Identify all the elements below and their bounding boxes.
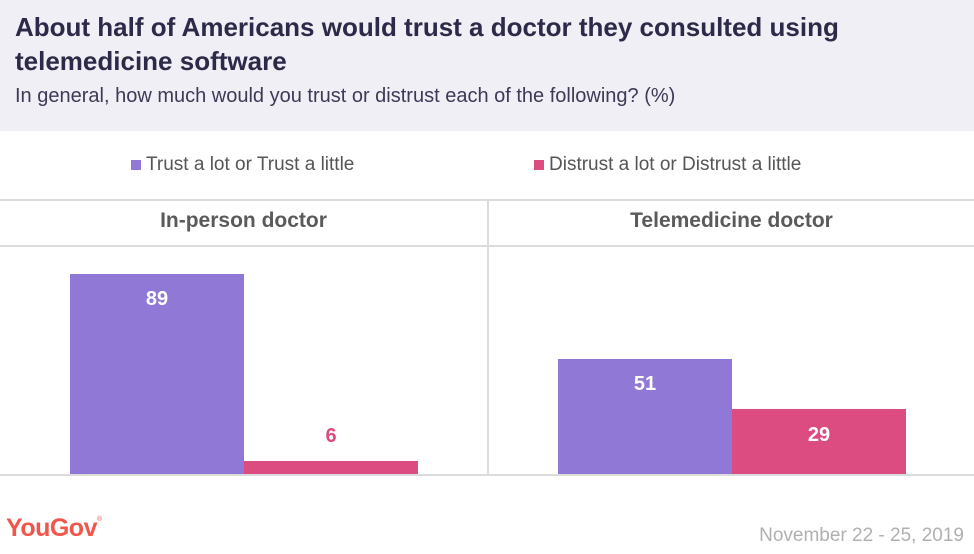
legend-item-trust: Trust a lot or Trust a little [131,154,354,176]
legend-label-distrust: Distrust a lot or Distrust a little [549,154,802,175]
yougov-logo: YouGov® [6,514,102,543]
legend-swatch-distrust [534,160,544,170]
bar-in-person-trust [70,274,244,474]
legend-label-trust: Trust a lot or Trust a little [146,154,355,175]
baseline [0,474,974,476]
panel-separator [487,199,489,476]
bar-in-person-distrust [244,460,418,474]
bar-telemedicine-distrust [732,408,906,474]
logo-text: YouGov [6,514,97,542]
chart-title: About half of Americans would trust a do… [15,12,839,76]
legend: Trust a lot or Trust a little Distrust a… [0,154,974,180]
legend-swatch-trust [131,160,141,170]
chart-subtitle: In general, how much would you trust or … [15,85,676,107]
data-label-telemedicine-trust: 51 [633,373,657,396]
bar-telemedicine-trust [558,359,732,474]
data-label-in-person-distrust: 6 [325,424,337,447]
logo-registered-mark: ® [96,516,102,523]
panel-title-in-person: In-person doctor [160,209,327,232]
survey-date: November 22 - 25, 2019 [759,525,964,546]
data-label-telemedicine-distrust: 29 [807,423,831,446]
data-label-in-person-trust: 89 [145,288,169,310]
panel-title-telemedicine: Telemedicine doctor [630,209,833,232]
header: About half of Americans would trust a do… [0,0,974,131]
legend-item-distrust: Distrust a lot or Distrust a little [534,154,801,176]
